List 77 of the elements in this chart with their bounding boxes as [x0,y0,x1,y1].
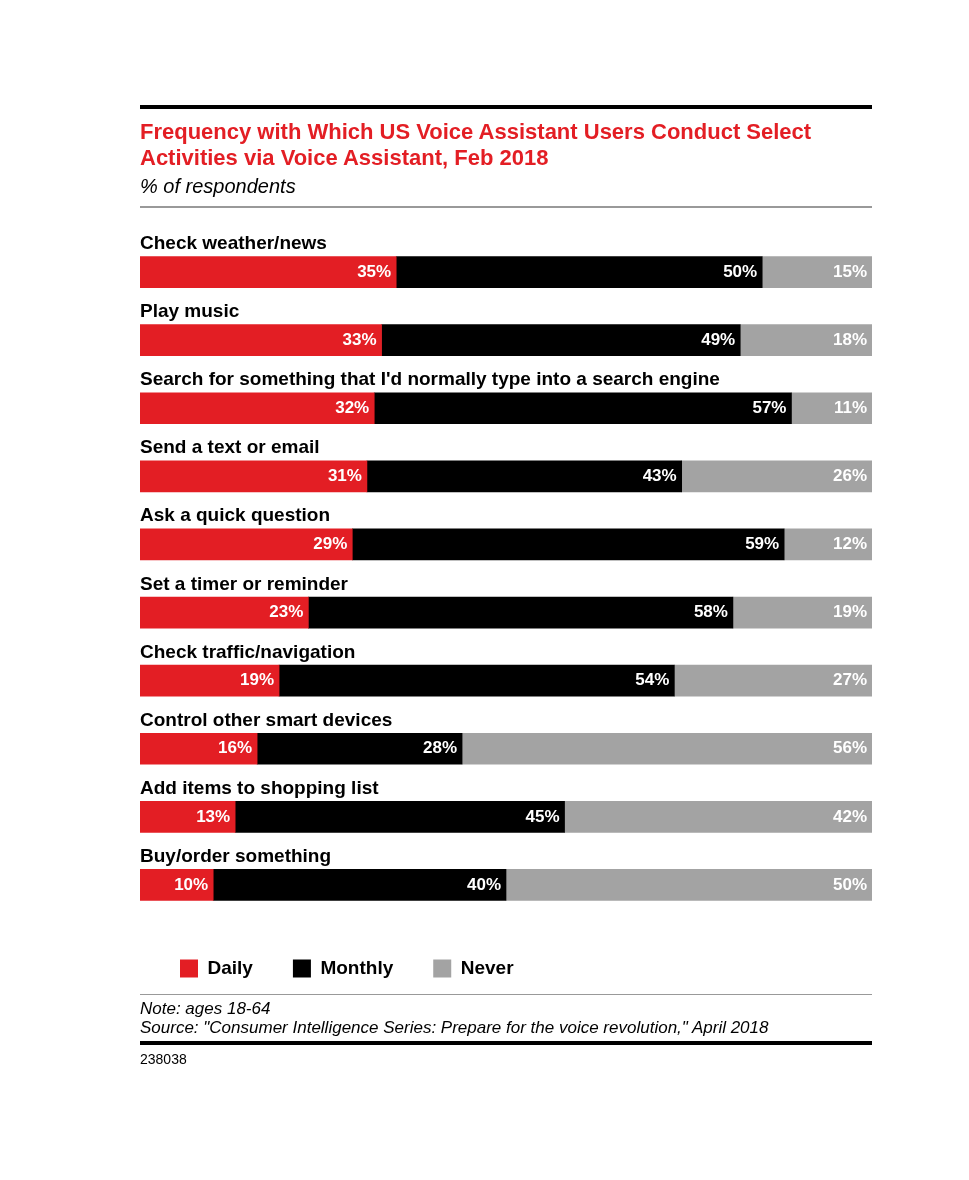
data-label: 11% [833,397,867,417]
data-label: 40% [466,874,501,894]
y-tick-label: Add items to shopping list [140,776,380,798]
data-label: 29% [313,534,348,554]
data-label: 13% [196,806,231,826]
data-label: 42% [832,806,867,826]
bar [212,869,507,901]
legend-label: Daily [207,956,254,978]
data-label: 58% [693,602,728,622]
y-tick-label: Check traffic/navigation [140,640,356,662]
data-label: 31% [327,466,362,486]
data-label: 59% [745,534,780,554]
data-label: 57% [752,397,787,417]
bar [564,801,872,833]
data-label: 15% [832,261,867,281]
bar [140,256,397,288]
data-label: 32% [335,397,370,417]
data-label: 27% [832,670,867,690]
legend-label: Never [460,956,515,978]
y-tick-label: Control other smart devices [140,708,393,730]
chart-subtitle: % of respondents [140,175,872,208]
source-note: Source: "Consumer Intelligence Series: Prepare for the voice revolution," April 2018 [140,1018,770,1037]
data-label: 12% [832,534,867,554]
data-label: 26% [832,466,867,486]
y-tick-label: Buy/order something [140,844,332,866]
y-tick-label: Play music [140,300,240,322]
bar [373,392,792,425]
bar [395,256,763,288]
bar [140,324,382,356]
data-label: 35% [357,261,392,281]
data-label: 50% [723,261,758,281]
bar [278,664,675,697]
bar [791,392,872,425]
bar [140,596,309,629]
data-label: 43% [642,466,677,486]
bar [381,324,741,356]
data-label: 23% [269,602,304,622]
legend-label: Monthly [320,956,394,978]
bar [308,596,734,629]
chart-title: Frequency with Which US Voice Assistant Users Conduct Select Activities via Voice Assistant, Feb 2018 [140,119,813,171]
y-tick-label: Search for something that I'd normally type into a search engine [140,368,720,390]
bar [732,596,872,629]
bar [351,528,785,561]
data-label: 19% [832,602,867,622]
data-label: 33% [342,329,377,349]
data-label: 49% [701,329,736,349]
data-label: 56% [832,738,867,758]
text: Note: ages 18-64 [140,999,272,1018]
text: 238038 [140,1051,188,1067]
bar [234,801,565,833]
data-label: 16% [218,738,253,758]
bar [140,732,258,765]
bar [140,392,375,425]
bar [761,256,872,288]
data-label: 50% [832,874,867,894]
bar [461,732,872,765]
bar [140,664,280,697]
data-label: 28% [423,738,458,758]
bar [366,460,683,493]
bar [140,869,214,901]
data-label: 10% [174,874,209,894]
bar [140,528,353,561]
bar [140,801,236,833]
y-tick-label: Set a timer or reminder [140,572,349,594]
y-tick-label: Ask a quick question [140,504,331,526]
bar [256,732,463,765]
bar [681,460,872,493]
data-label: 54% [635,670,670,690]
y-tick-label: Check weather/news [140,232,327,254]
bar [505,869,872,901]
data-label: 19% [240,670,275,690]
bar [739,324,872,356]
bar [140,460,368,493]
data-label: 45% [525,806,560,826]
data-label: 18% [832,329,867,349]
y-tick-label: Send a text or email [140,436,320,458]
bar [674,664,872,697]
